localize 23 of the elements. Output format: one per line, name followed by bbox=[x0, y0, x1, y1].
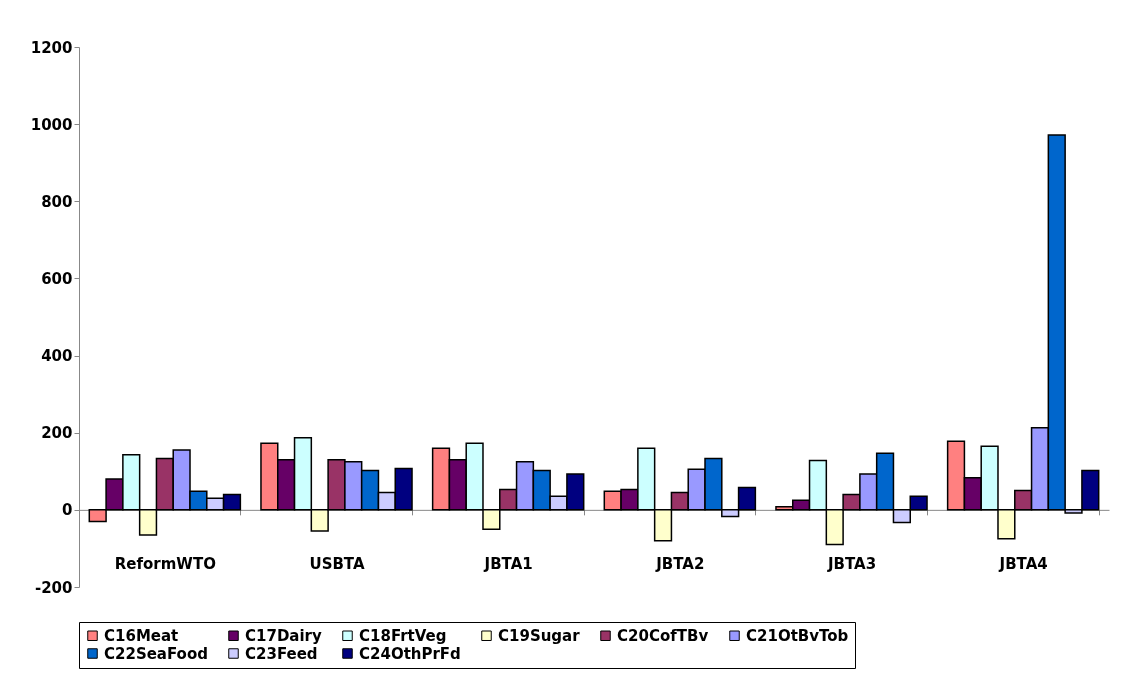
legend-label: C22SeaFood bbox=[104, 644, 208, 663]
x-tick-label: ReformWTO bbox=[114, 555, 216, 574]
y-tick-label: 600 bbox=[41, 269, 73, 288]
legend-label: C21OtBvTob bbox=[746, 626, 849, 645]
y-tick-label: -200 bbox=[34, 578, 73, 597]
y-tick-label: 800 bbox=[41, 192, 73, 211]
y-tick-label: 1200 bbox=[30, 38, 73, 57]
x-tick-label: JBTA1 bbox=[483, 555, 533, 574]
legend-label: C17Dairy bbox=[245, 626, 322, 645]
x-tick-label: JBTA3 bbox=[826, 555, 877, 574]
x-tick-label: JBTA2 bbox=[655, 555, 705, 574]
legend-label: C18FrtVeg bbox=[359, 626, 447, 645]
y-tick-label: 400 bbox=[41, 347, 73, 366]
y-tick-label: 1000 bbox=[30, 115, 73, 134]
y-tick-label: 200 bbox=[41, 424, 73, 443]
legend-label: C19Sugar bbox=[498, 626, 581, 645]
legend-label: C20CofTBv bbox=[617, 626, 709, 645]
y-tick-label: 0 bbox=[62, 501, 73, 520]
legend-label: C24OthPrFd bbox=[359, 644, 461, 663]
legend-label: C23Feed bbox=[245, 644, 318, 663]
x-tick-label: JBTA4 bbox=[998, 555, 1048, 574]
legend-label: C16Meat bbox=[104, 626, 179, 645]
x-tick-label: USBTA bbox=[309, 555, 365, 574]
